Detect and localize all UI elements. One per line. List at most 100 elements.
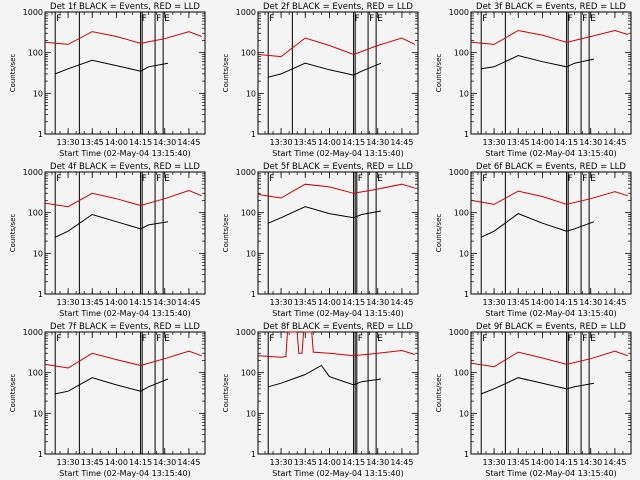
x-tick-label: 14:00: [318, 458, 341, 467]
plot-frame: [44, 11, 206, 135]
y-tick-label: 100: [28, 49, 43, 58]
plot-frame: [257, 171, 419, 295]
y-axis-label: Counts/sec: [435, 374, 443, 413]
events-rate-line: [480, 213, 595, 238]
y-tick-label: 100: [454, 49, 469, 58]
y-tick-label: 1000: [23, 328, 43, 337]
panel-4: Det 4f BLACK = Events, RED = LLD 1 10 100 10…: [9, 162, 206, 318]
x-tick-label: 13:45: [294, 138, 317, 147]
x-axis-label: Start Time (02-May-04 13:15:40): [272, 469, 403, 478]
y-axis-label: Counts/sec: [9, 54, 17, 93]
x-tick-label: 13:45: [81, 298, 104, 307]
plot-frame: [44, 171, 206, 295]
x-tick-label: 14:30: [579, 298, 602, 307]
lld-rate-line: [471, 350, 628, 368]
event-marker-label: E: [164, 334, 170, 344]
y-tick-label: 10: [246, 249, 256, 258]
x-tick-label: 14:15: [555, 458, 578, 467]
lld-rate-line: [471, 190, 628, 205]
y-tick-label: 10: [33, 89, 43, 98]
events-rate-line: [55, 59, 169, 75]
panel-title: Det 4f BLACK = Events, RED = LLD: [50, 162, 200, 172]
y-tick-label: 1: [251, 290, 256, 299]
y-tick-label: 10: [33, 249, 43, 258]
panel-title: Det 1f BLACK = Events, RED = LLD: [50, 2, 200, 12]
y-tick-label: 100: [28, 369, 43, 378]
plot-frame: [470, 11, 632, 135]
panel-title: Det 5f BLACK = Events, RED = LLD: [263, 162, 413, 172]
x-tick-label: 13:30: [57, 458, 80, 467]
y-tick-label: 100: [454, 369, 469, 378]
events-rate-line: [481, 54, 595, 70]
x-tick-label: 14:45: [390, 298, 413, 307]
event-marker-label: F: [156, 14, 161, 24]
x-tick-label: 13:45: [81, 458, 104, 467]
y-tick-label: 1000: [449, 328, 469, 337]
y-axis-label: Counts/sec: [435, 54, 443, 93]
panel-5: Det 5f BLACK = Events, RED = LLD 1 10 100 10…: [222, 162, 419, 318]
event-marker-label: F: [142, 174, 147, 184]
y-axis-label: Counts/sec: [9, 374, 17, 413]
y-tick-label: 100: [241, 209, 256, 218]
x-axis-label: Start Time (02-May-04 13:15:40): [485, 309, 616, 318]
x-tick-label: 13:45: [294, 298, 317, 307]
y-tick-label: 1000: [23, 8, 43, 17]
event-marker-label: F: [56, 174, 61, 184]
x-tick-label: 14:45: [177, 138, 200, 147]
panel-8: Det 8f BLACK = Events, RED = LLD 1 10 100 10…: [222, 322, 419, 478]
y-tick-label: 10: [246, 89, 256, 98]
x-tick-label: 14:30: [579, 458, 602, 467]
event-marker-label: F: [568, 14, 573, 24]
x-axis-label: Start Time (02-May-04 13:15:40): [59, 309, 190, 318]
event-marker-label: F: [482, 14, 487, 24]
x-axis-label: Start Time (02-May-04 13:15:40): [59, 149, 190, 158]
plot-frame: [257, 11, 419, 135]
event-marker-label: F: [355, 14, 360, 24]
y-tick-label: 100: [241, 369, 256, 378]
x-tick-label: 13:30: [57, 298, 80, 307]
events-rate-line: [268, 62, 382, 78]
event-marker-label: F: [56, 14, 61, 24]
event-marker-label: F: [582, 14, 587, 24]
event-marker-label: F: [358, 174, 363, 184]
y-tick-label: 1000: [449, 168, 469, 177]
event-marker-label: E: [164, 174, 170, 184]
x-tick-label: 14:00: [105, 298, 128, 307]
x-axis-label: Start Time (02-May-04 13:15:40): [272, 309, 403, 318]
y-tick-label: 100: [241, 49, 256, 58]
x-tick-label: 14:30: [366, 298, 389, 307]
y-axis-label: Counts/sec: [435, 214, 443, 253]
x-axis-label: Start Time (02-May-04 13:15:40): [485, 469, 616, 478]
event-marker-label: F: [358, 334, 363, 344]
panel-title: Det 8f BLACK = Events, RED = LLD: [263, 322, 413, 332]
x-axis-label: Start Time (02-May-04 13:15:40): [272, 149, 403, 158]
events-rate-line: [54, 213, 169, 238]
x-tick-label: 14:45: [390, 138, 413, 147]
x-tick-label: 14:45: [603, 298, 626, 307]
event-marker-label: F: [56, 334, 61, 344]
x-tick-label: 14:45: [603, 138, 626, 147]
y-tick-label: 10: [33, 409, 43, 418]
x-tick-label: 14:15: [555, 138, 578, 147]
panel-title: Det 3f BLACK = Events, RED = LLD: [476, 2, 626, 12]
events-rate-line: [268, 364, 382, 388]
x-tick-label: 13:30: [270, 138, 293, 147]
y-tick-label: 10: [459, 89, 469, 98]
y-tick-label: 10: [459, 409, 469, 418]
y-tick-label: 1000: [236, 8, 256, 17]
event-marker-label: F: [142, 14, 147, 24]
lld-rate-line: [45, 189, 202, 208]
x-tick-label: 13:30: [483, 298, 506, 307]
panel-2: Det 2f BLACK = Events, RED = LLD 1 10 100 10…: [222, 2, 419, 158]
y-tick-label: 1: [38, 450, 43, 459]
x-tick-label: 13:45: [81, 138, 104, 147]
x-tick-label: 14:45: [390, 458, 413, 467]
x-tick-label: 14:45: [177, 298, 200, 307]
y-tick-label: 10: [459, 249, 469, 258]
x-axis-label: Start Time (02-May-04 13:15:40): [485, 149, 616, 158]
event-marker-label: F: [582, 334, 587, 344]
y-tick-label: 1000: [23, 168, 43, 177]
x-tick-label: 13:30: [57, 138, 80, 147]
y-tick-label: 1: [251, 450, 256, 459]
x-tick-label: 13:45: [294, 458, 317, 467]
